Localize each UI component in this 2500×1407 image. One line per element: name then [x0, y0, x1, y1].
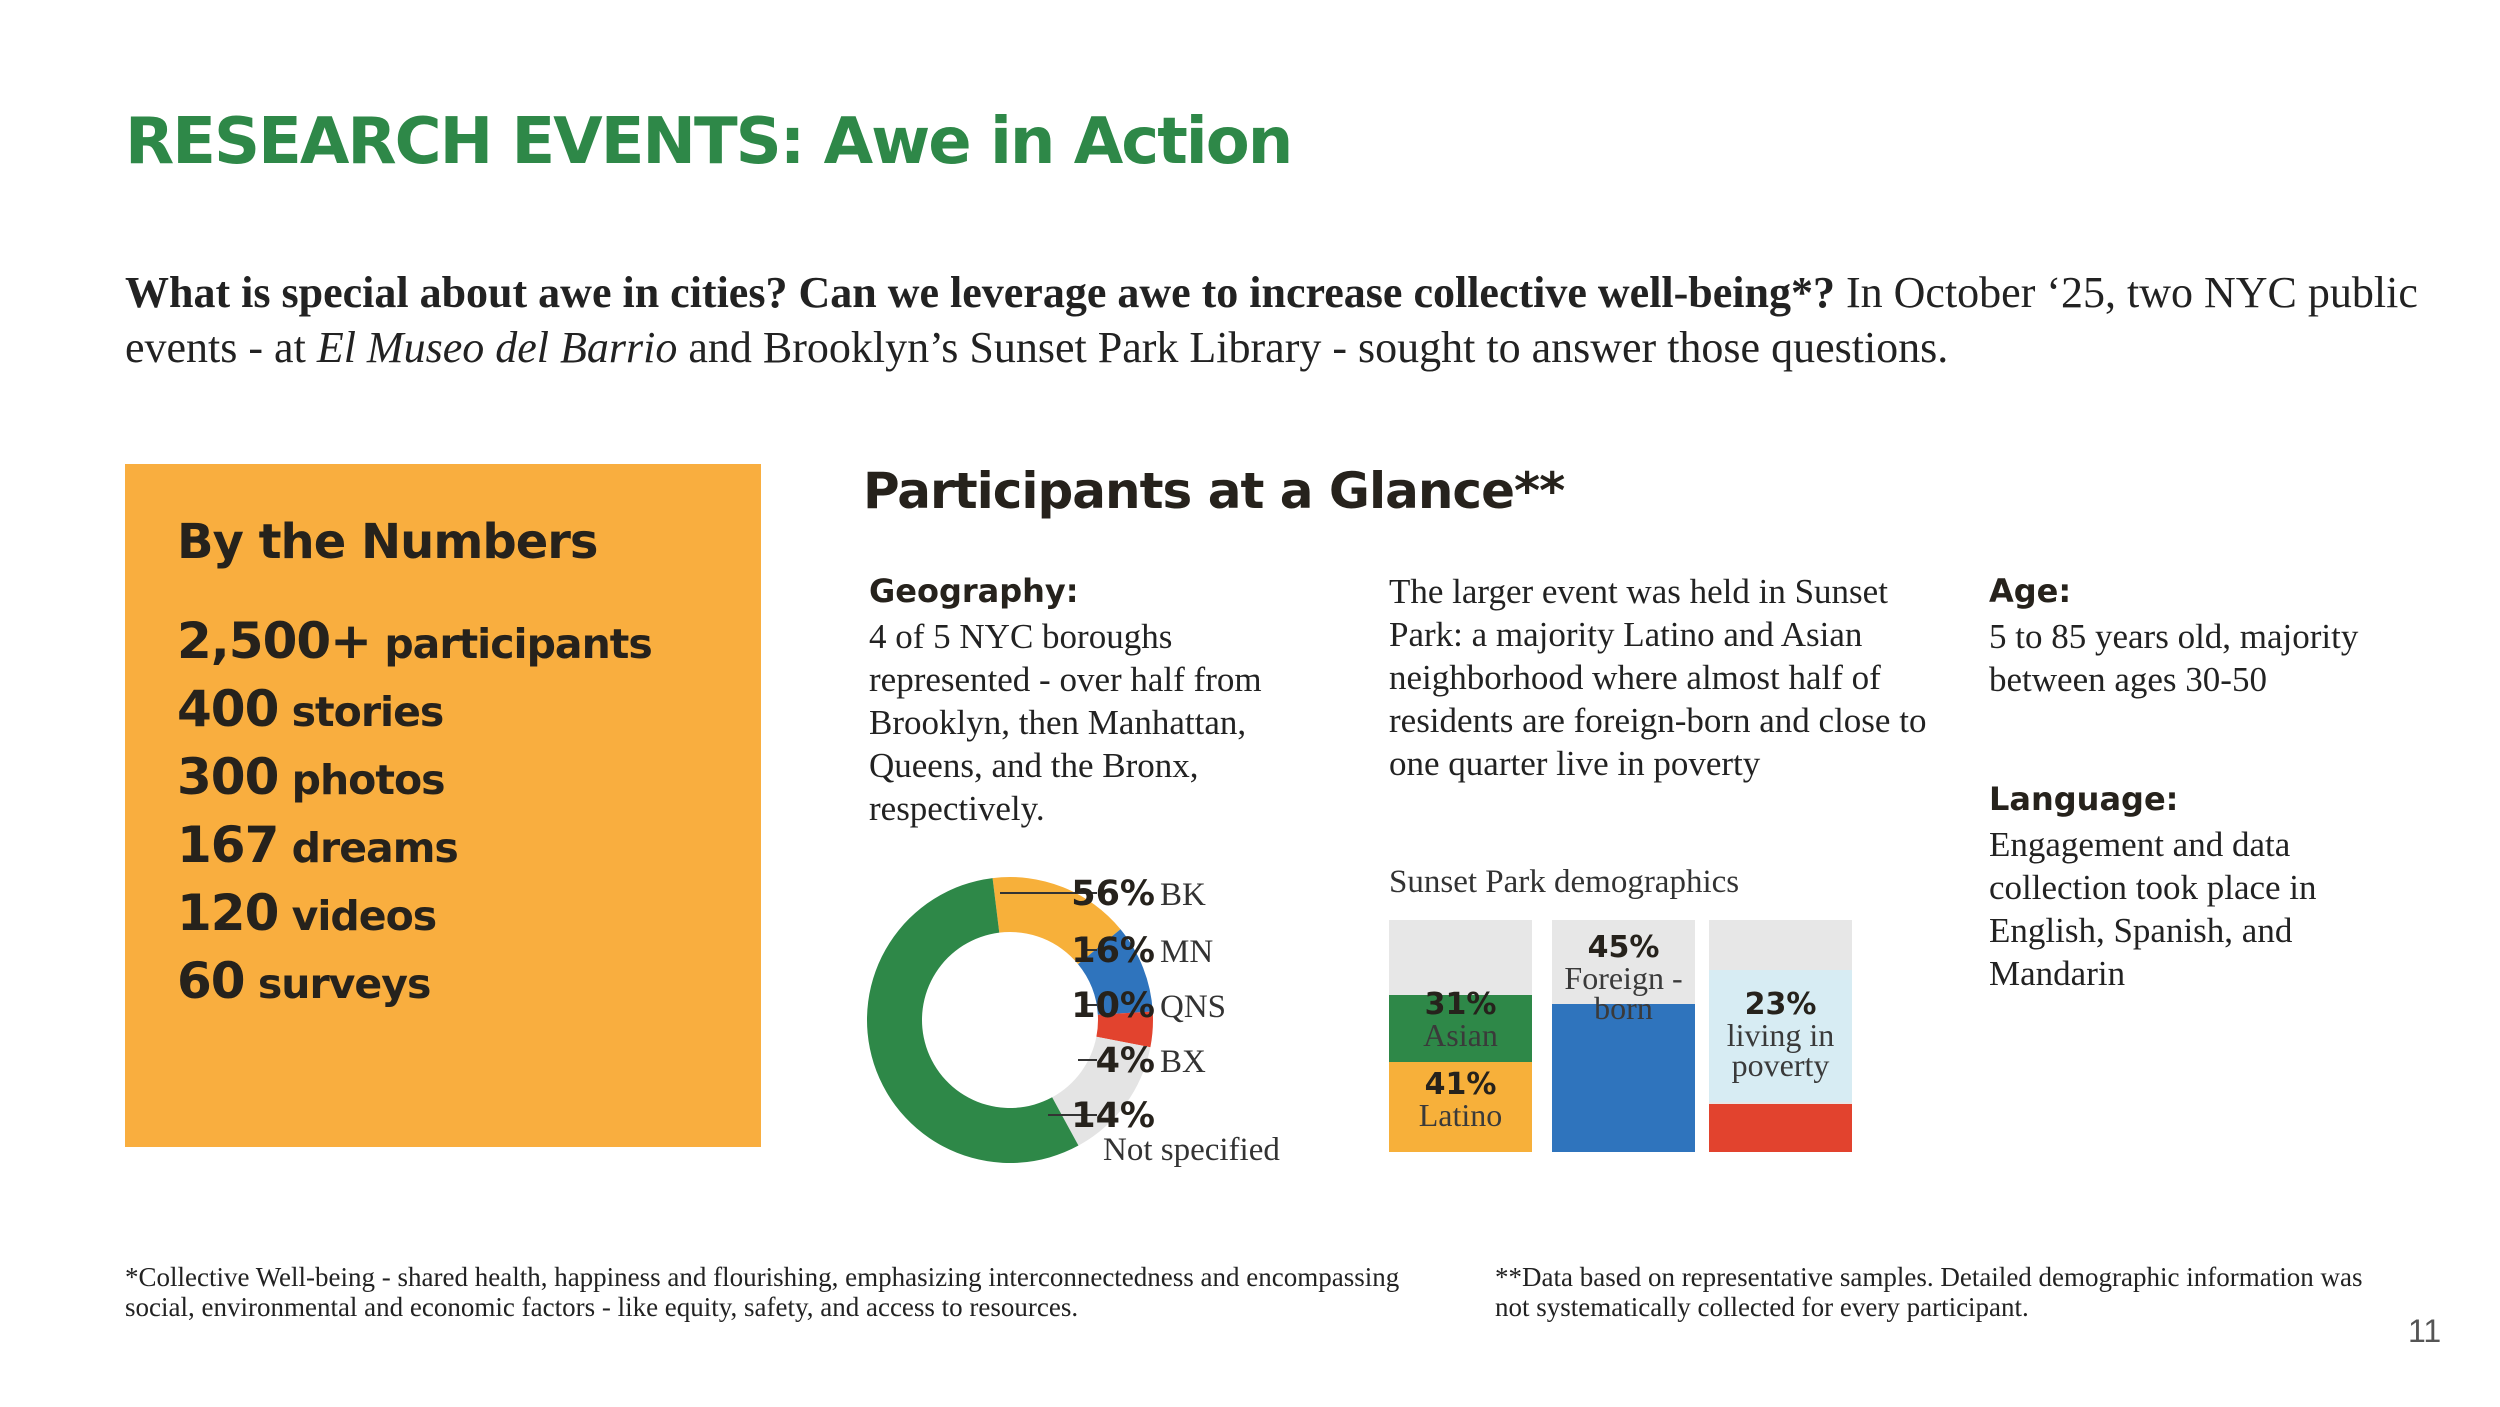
- stat-label: videos: [278, 892, 438, 940]
- legend-label-bx: BX: [1160, 1044, 1206, 1080]
- geography-text: 4 of 5 NYC boroughs represented - over h…: [869, 617, 1262, 828]
- stat-number: 60: [177, 952, 246, 1010]
- intro-text-1: In October ‘25, two NYC public events - …: [125, 268, 2418, 372]
- bar-label-poverty: 23% living in poverty: [1709, 987, 1852, 1083]
- stat-label: surveys: [244, 960, 431, 1008]
- stat-number: 300: [177, 748, 279, 806]
- bar-poverty: 23% living in poverty: [1709, 920, 1852, 1152]
- intro-paragraph: What is special about awe in cities? Can…: [125, 265, 2455, 375]
- legend-row: 16% MN: [1071, 931, 1213, 971]
- page-title: RESEARCH EVENTS: Awe in Action: [125, 105, 1293, 179]
- bar-segment-asian: [1389, 994, 1532, 1063]
- stat-label: dreams: [278, 824, 459, 872]
- legend-row: 10% QNS: [1071, 986, 1226, 1026]
- intro-question: What is special about awe in cities? Can…: [125, 268, 1835, 317]
- legend-label-mn: MN: [1160, 934, 1213, 970]
- donut-slice-mn: [992, 877, 1121, 965]
- bar-text-asian: Asian: [1423, 1017, 1498, 1053]
- stat-number: 400: [177, 680, 279, 738]
- bar-label-latino: 41% Latino: [1389, 1067, 1532, 1133]
- legend-row: 56% BK: [1000, 874, 1206, 914]
- bar-label-asian: 31% Asian: [1389, 987, 1532, 1053]
- bar-text-latino: Latino: [1418, 1097, 1503, 1133]
- legend-label-qns: QNS: [1160, 989, 1226, 1025]
- bar-label-foreign-born: 45% Foreign -born: [1552, 930, 1695, 1026]
- by-the-numbers-heading: By the Numbers: [177, 514, 598, 570]
- donut-slice-not-specified: [1052, 1036, 1151, 1146]
- language-block: Language: Engagement and data collection…: [1989, 778, 2429, 995]
- stat-label: participants: [371, 620, 652, 668]
- bar-segment-poverty: [1709, 1103, 1852, 1152]
- intro-venue: El Museo del Barrio: [316, 323, 678, 372]
- age-text: 5 to 85 years old, majority between ages…: [1989, 617, 2359, 699]
- bar-segment-foreign-born: [1552, 1003, 1695, 1152]
- bar-text-poverty: living in poverty: [1726, 1017, 1835, 1083]
- sunset-park-text: The larger event was held in Sunset Park…: [1389, 572, 1927, 783]
- legend-row: 14% Not specified: [1048, 1096, 1280, 1168]
- age-label: Age:: [1989, 572, 2072, 610]
- stat-label: stories: [278, 688, 445, 736]
- stat-item: 400 stories: [177, 680, 652, 748]
- legend-pct-qns: 10%: [1071, 986, 1155, 1026]
- demographics-chart-title: Sunset Park demographics: [1389, 864, 1740, 900]
- bar-text-foreign-born: Foreign -born: [1564, 960, 1683, 1026]
- bar-highlight: [1709, 970, 1852, 1102]
- stat-number: 167: [177, 816, 279, 874]
- legend-label-ns: Not specified: [1103, 1132, 1280, 1168]
- stat-item: 2,500+ participants: [177, 612, 653, 680]
- intro-text-2: and Brooklyn’s Sunset Park Library - sou…: [677, 323, 1949, 372]
- language-label: Language:: [1989, 780, 2179, 818]
- stat-item: 60 surveys: [177, 952, 652, 1020]
- footnote-data: **Data based on representative samples. …: [1495, 1262, 2363, 1322]
- geography-block: Geography: 4 of 5 NYC boroughs represent…: [869, 570, 1339, 830]
- legend-label-bk: BK: [1160, 877, 1206, 913]
- legend-pct-bx: 4%: [1096, 1041, 1155, 1081]
- bar-pct-poverty: 23%: [1744, 987, 1817, 1022]
- stat-number: 2,500+: [177, 612, 372, 670]
- stats-list: 2,500+ participants 400 stories 300 phot…: [177, 612, 653, 1020]
- legend-row: 4% BX: [1078, 1041, 1206, 1081]
- donut-slice-bx: [1096, 1011, 1153, 1048]
- language-text: Engagement and data collection took plac…: [1989, 825, 2317, 993]
- legend-pct-bk: 56%: [1071, 874, 1155, 914]
- bar-pct-foreign-born: 45%: [1587, 930, 1660, 965]
- bar-pct-latino: 41%: [1424, 1067, 1497, 1102]
- bar-pct-asian: 31%: [1424, 987, 1497, 1022]
- stat-label: photos: [278, 756, 446, 804]
- donut-slice-bk: [867, 878, 1079, 1163]
- by-the-numbers-panel: By the Numbers 2,500+ participants 400 s…: [125, 464, 761, 1147]
- legend-pct-ns: 14%: [1071, 1096, 1155, 1136]
- stat-item: 167 dreams: [177, 816, 652, 884]
- footnote-wellbeing: *Collective Well-being - shared health, …: [125, 1262, 1400, 1322]
- bar-foreign-born: 45% Foreign -born: [1552, 920, 1695, 1152]
- page-number: 11: [2408, 1313, 2442, 1349]
- stat-item: 300 photos: [177, 748, 652, 816]
- stat-item: 120 videos: [177, 884, 652, 952]
- bar-segment-latino: [1389, 1062, 1532, 1152]
- geography-label: Geography:: [869, 572, 1079, 610]
- glance-title: Participants at a Glance**: [863, 462, 1565, 520]
- stat-number: 120: [177, 884, 279, 942]
- legend-pct-mn: 16%: [1071, 931, 1155, 971]
- bar-asian-latino: 31% Asian 41% Latino: [1389, 920, 1532, 1152]
- age-block: Age: 5 to 85 years old, majority between…: [1989, 570, 2429, 701]
- borough-donut-chart: 56% BK 16% MN 10% QNS 4% BX 14% Not spec…: [867, 874, 1280, 1168]
